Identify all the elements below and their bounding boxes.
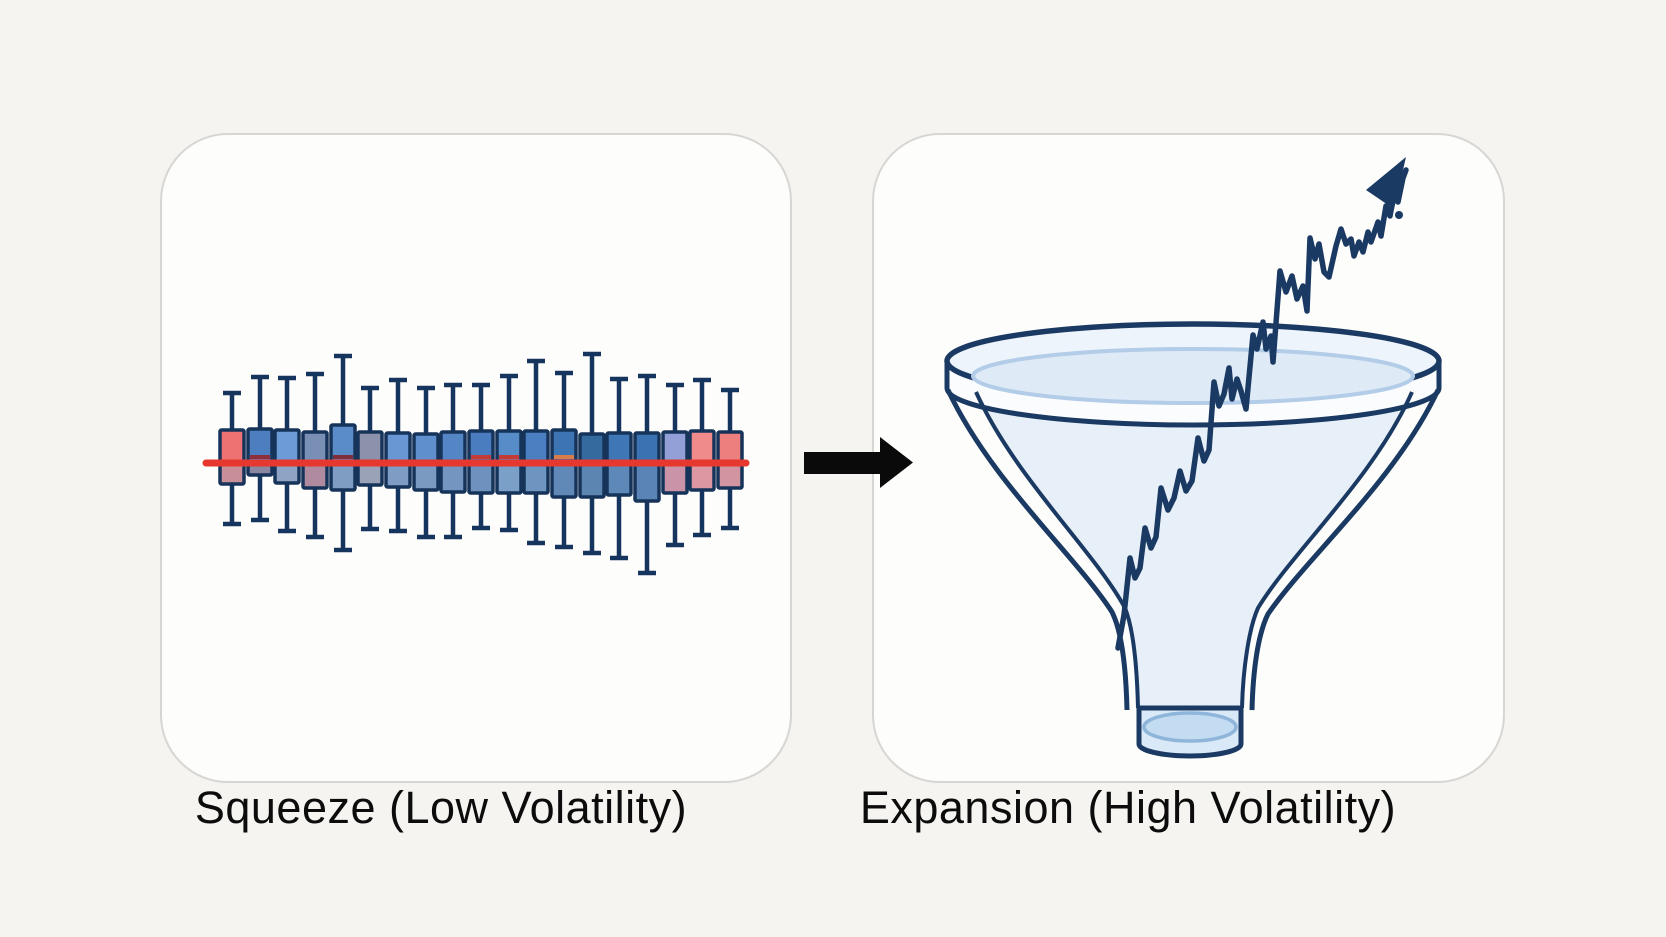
candle <box>329 353 357 553</box>
breakout-line <box>1115 167 1409 651</box>
breakout-line-layer <box>1115 157 1409 651</box>
candle <box>661 382 689 548</box>
expansion-caption: Expansion (High Volatility) <box>859 782 1397 833</box>
candle <box>301 371 329 540</box>
candle <box>578 351 606 556</box>
candle <box>467 382 495 531</box>
candlestick-squeeze-chart <box>218 351 744 576</box>
candle <box>716 387 744 531</box>
squeeze-caption: Squeeze (Low Volatility) <box>194 782 688 833</box>
candle <box>218 390 246 527</box>
candle <box>633 373 661 576</box>
candle <box>384 377 412 534</box>
funnel-wall-left-inner <box>974 391 1140 709</box>
candle <box>246 374 274 523</box>
candle <box>356 385 384 532</box>
funnel-wall-left-outer <box>945 388 1130 711</box>
funnel-wall-right-inner <box>1240 391 1414 709</box>
funnel-bowl <box>976 385 1412 708</box>
candle <box>550 370 578 550</box>
arrow-right-icon <box>804 437 913 488</box>
candle <box>273 375 301 534</box>
funnel-spout-surface <box>1142 711 1238 743</box>
breakout-arrowhead-icon <box>1366 157 1406 209</box>
funnel-icon <box>944 321 1442 759</box>
funnel-wall-right-outer <box>1249 388 1441 711</box>
funnel-inner-surface <box>971 347 1415 405</box>
candle <box>495 373 523 533</box>
candle <box>522 358 550 546</box>
candle <box>605 376 633 561</box>
breakout-arrowhead-drip <box>1395 211 1403 219</box>
candle <box>688 377 716 538</box>
